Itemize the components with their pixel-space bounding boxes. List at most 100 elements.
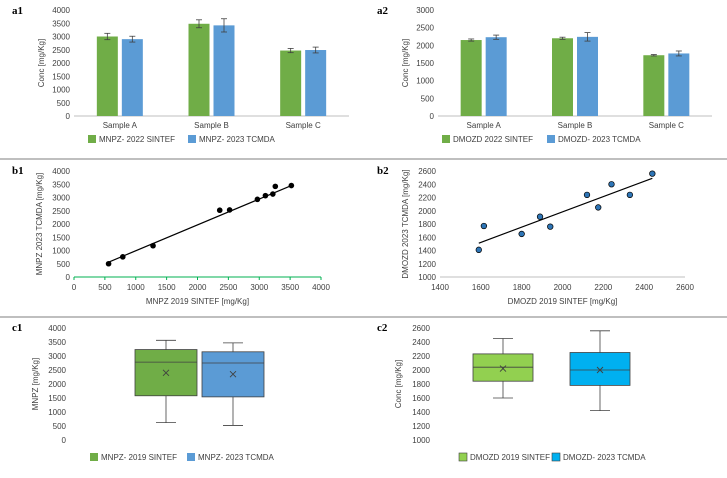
bar (552, 38, 573, 117)
legend-label: DMOZD- 2023 TCMDA (558, 135, 641, 144)
bar (577, 36, 598, 116)
y-tick-label: 4000 (52, 167, 70, 176)
x-tick-label: 2400 (635, 283, 653, 292)
y-tick-label: 3000 (48, 352, 66, 361)
bar (213, 25, 235, 116)
x-tick-label: 2600 (676, 283, 694, 292)
scatter-point (595, 204, 602, 211)
legend-label: MNPZ- 2023 TCMDA (198, 453, 275, 462)
y-tick-label: 1400 (418, 247, 436, 256)
scatter-point (262, 192, 269, 199)
legend-swatch (187, 453, 195, 461)
bar (305, 50, 327, 116)
scatter-point (105, 260, 112, 267)
scatter-point (119, 254, 126, 260)
y-axis-label: Conc [mg/Kg] (37, 39, 46, 87)
y-tick-label: 1800 (418, 220, 436, 229)
y-tick-label: 1000 (418, 273, 436, 282)
trendline (478, 177, 653, 244)
y-tick-label: 1800 (412, 380, 430, 389)
panel-label-c2: c2 (377, 322, 388, 334)
scatter-point (150, 242, 156, 249)
y-tick-label: 4000 (48, 324, 66, 333)
bar (96, 36, 118, 116)
box-mean-marker (229, 370, 237, 378)
scatter-point (547, 223, 554, 230)
legend-label: DMOZD- 2023 TCMDA (563, 453, 646, 462)
x-tick-label: 1400 (431, 283, 449, 292)
scatter-point (608, 181, 615, 188)
x-category-label: Sample A (467, 121, 502, 130)
y-tick-label: 500 (57, 99, 71, 108)
legend-swatch (90, 453, 98, 461)
y-tick-label: 2600 (418, 167, 436, 176)
trendline (108, 185, 292, 263)
y-tick-label: 2500 (52, 207, 70, 216)
y-tick-label: 0 (66, 273, 71, 282)
legend-swatch (547, 135, 555, 143)
chart-c1: 0 500 1000 1500 2000 2500 3000 3500 4000 MNPZ [mg… (31, 324, 275, 462)
x-tick-label: 1600 (472, 283, 490, 292)
scatter-point (254, 196, 261, 203)
panel-label-a2: a2 (377, 5, 389, 17)
box-mean-marker (499, 365, 507, 372)
legend-swatch (88, 135, 96, 143)
y-tick-label: 1600 (418, 233, 436, 242)
scatter-point (475, 246, 482, 253)
x-tick-label: 3500 (281, 283, 299, 292)
scatter-point (480, 222, 488, 230)
y-tick-label: 2400 (418, 180, 436, 189)
x-tick-label: 1000 (127, 283, 145, 292)
y-tick-label: 1000 (416, 77, 434, 86)
y-tick-label: 2400 (412, 338, 430, 347)
x-category-label: Sample A (103, 121, 138, 130)
y-tick-label: 2200 (418, 194, 436, 203)
y-tick-label: 1400 (412, 408, 430, 417)
y-tick-label: 2000 (416, 41, 434, 50)
panel-label-a1: a1 (12, 5, 23, 17)
y-tick-label: 2000 (412, 366, 430, 375)
y-tick-label: 1000 (412, 436, 430, 445)
legend-label: MNPZ- 2022 SINTEF (99, 135, 175, 144)
x-tick-label: 2000 (554, 283, 572, 292)
y-axis-label: Conc [mg/Kg] (401, 39, 410, 87)
bar (460, 40, 482, 116)
chart-b2: 1000 1200 1400 1600 1800 2000 2200 2400 2600 DMOZ… (401, 167, 694, 306)
x-tick-label: 2500 (219, 283, 237, 292)
panel-label-b1: b1 (12, 165, 24, 177)
scatter-point (649, 170, 656, 177)
chart-c2: 1000 1200 1400 1600 1800 2000 2200 2400 2600 Conc… (394, 324, 646, 462)
y-tick-label: 2000 (52, 59, 70, 68)
y-tick-label: 0 (66, 112, 71, 121)
box-mean-marker (596, 366, 604, 374)
legend-label: DMOZD 2022 SINTEF (453, 135, 533, 144)
x-category-label: Sample B (194, 121, 229, 130)
x-axis-label: MNPZ 2019 SINTEF [mg/Kg] (146, 297, 249, 306)
y-tick-label: 3000 (52, 33, 70, 42)
scatter-point (518, 230, 525, 238)
y-tick-label: 500 (53, 422, 67, 431)
y-axis-label: MNPZ [mg/Kg] (31, 358, 40, 410)
legend-swatch (551, 452, 561, 462)
scatter-point (536, 213, 544, 220)
x-category-label: Sample C (649, 121, 684, 130)
scatter-point (226, 207, 233, 213)
x-tick-label: 1800 (513, 283, 531, 292)
bar (668, 53, 690, 116)
y-tick-label: 1000 (48, 408, 66, 417)
y-tick-label: 1500 (416, 59, 434, 68)
y-tick-label: 3500 (52, 19, 70, 28)
panel-label-b2: b2 (377, 165, 389, 177)
bar (280, 50, 302, 116)
y-tick-label: 2000 (48, 380, 66, 389)
box-body (569, 352, 631, 386)
bar (643, 55, 665, 116)
y-axis-label: MNPZ 2023 TCMDA [mg/Kg] (35, 173, 44, 276)
y-axis-label: Conc [mg/Kg] (394, 360, 403, 408)
legend-swatch (458, 452, 468, 462)
y-tick-label: 1500 (48, 394, 66, 403)
bar (485, 37, 507, 116)
scatter-point (288, 182, 295, 189)
y-tick-label: 1200 (418, 260, 436, 269)
